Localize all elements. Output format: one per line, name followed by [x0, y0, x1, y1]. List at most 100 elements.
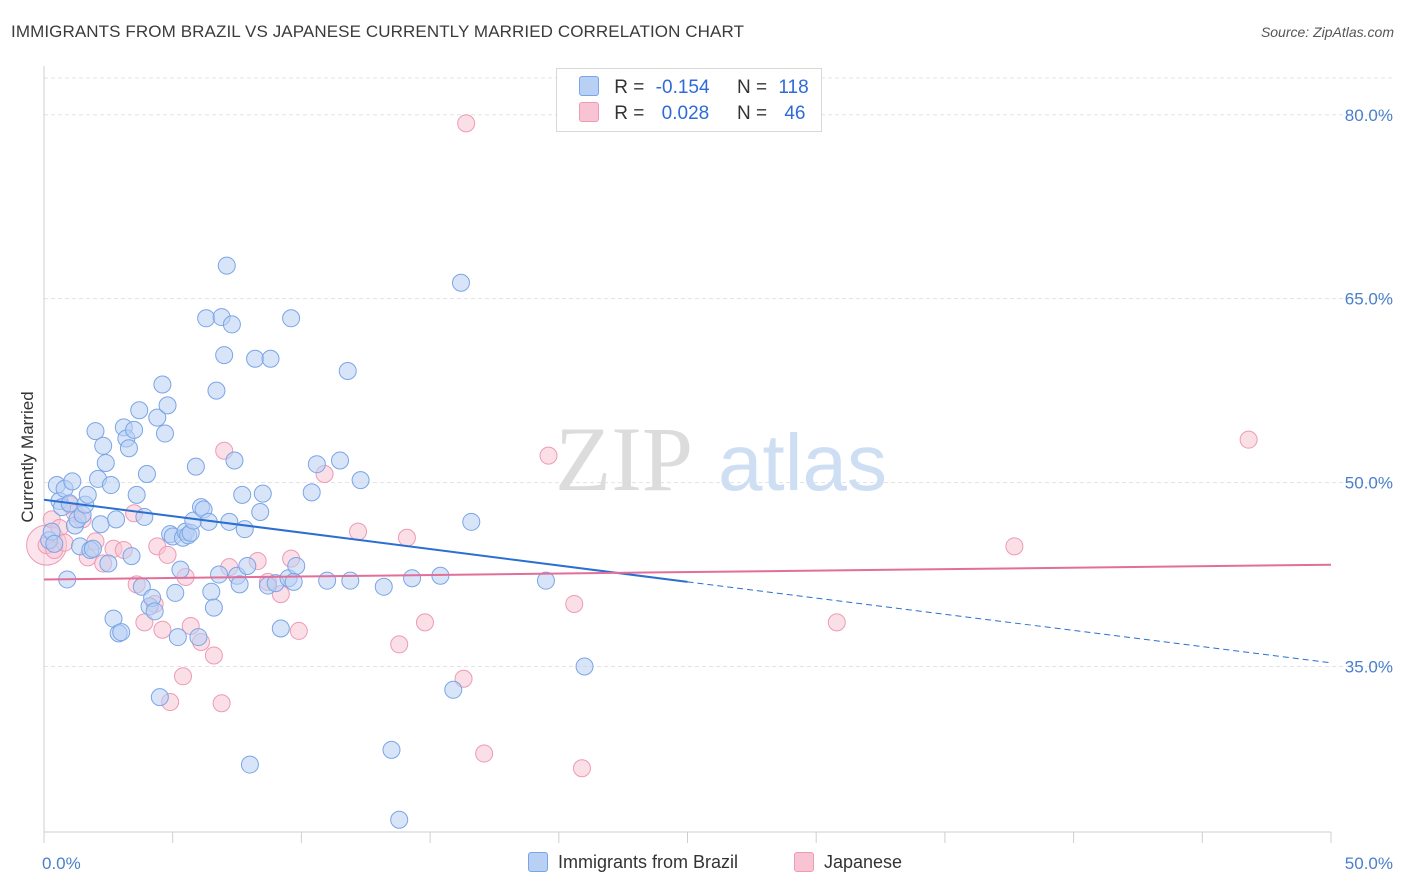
brazil-point	[63, 472, 82, 491]
chart-title: IMMIGRANTS FROM BRAZIL VS JAPANESE CURRE…	[11, 22, 745, 41]
brazil-point	[130, 401, 149, 420]
brazil-point	[238, 556, 257, 575]
brazil-point	[536, 571, 555, 590]
brazil-point	[575, 657, 594, 676]
y-tick-label: 50.0%	[1345, 474, 1393, 493]
brazil-point	[233, 485, 252, 504]
brazil-point	[282, 309, 301, 328]
japanese-point	[454, 669, 473, 688]
bottom-legend-swatch-japanese	[794, 852, 814, 872]
legend-n-value: 118	[778, 77, 809, 98]
japanese-point	[204, 646, 223, 665]
japanese-point	[397, 528, 416, 547]
brazil-point	[207, 381, 226, 400]
legend-r-value: 0.028	[661, 103, 710, 124]
bottom-legend-swatch-brazil	[528, 852, 548, 872]
brazil-point	[125, 420, 144, 439]
brazil-point	[261, 349, 280, 368]
japanese-point	[173, 667, 192, 686]
x-tick-label: 0.0%	[42, 854, 81, 873]
brazil-point	[107, 510, 126, 529]
brazil-point	[96, 453, 115, 472]
legend-n-label: N =	[736, 77, 768, 98]
brazil-point	[235, 520, 254, 539]
brazil-point	[318, 571, 337, 590]
japanese-point	[572, 759, 591, 778]
brazil-trend-line	[43, 498, 688, 583]
brazil-point	[382, 740, 401, 759]
legend-n-value: 46	[784, 103, 806, 124]
brazil-point	[99, 554, 118, 573]
japanese-point	[539, 446, 558, 465]
x-tick-label: 50.0%	[1345, 854, 1393, 873]
japanese-point	[135, 613, 154, 632]
legend-swatch-brazil	[579, 76, 599, 96]
brazil-point	[451, 273, 470, 292]
brazil-point	[215, 346, 234, 365]
japanese-point	[1239, 430, 1258, 449]
watermark-atlas: atlas	[718, 418, 887, 507]
brazil-point	[189, 628, 208, 647]
brazil-point	[145, 602, 164, 621]
trend-lines	[43, 498, 1332, 664]
brazil-point	[217, 256, 236, 275]
brazil-point	[186, 457, 205, 476]
y-axis-title: Currently Married	[18, 391, 37, 522]
brazil-point	[122, 547, 141, 566]
brazil-point	[94, 436, 113, 455]
brazil-point	[302, 483, 321, 502]
japanese-point	[415, 613, 434, 632]
brazil-point	[251, 503, 270, 522]
japanese-point	[390, 635, 409, 654]
brazil-point	[78, 485, 97, 504]
brazil-point	[155, 424, 174, 443]
brazil-point	[202, 582, 221, 601]
brazil-point	[390, 810, 409, 829]
legend-swatch-japanese	[579, 102, 599, 122]
brazil-point	[462, 512, 481, 531]
bottom-legend-japanese: Japanese	[794, 852, 902, 873]
brazil-point	[240, 755, 259, 774]
brazil-point	[86, 422, 105, 441]
tick-labels: 35.0% 50.0% 65.0% 80.0% 0.0% 50.0%	[42, 106, 1393, 873]
brazil-point	[168, 628, 187, 647]
brazil-point	[307, 455, 326, 474]
stats-legend: R = -0.154 N = 118 R = 0.028 N = 46	[556, 68, 822, 132]
brazil-point	[148, 408, 167, 427]
brazil-trend-extension	[687, 581, 1332, 664]
bottom-legend-label-brazil: Immigrants from Brazil	[558, 852, 739, 872]
brazil-point	[222, 315, 241, 334]
japanese-point	[212, 694, 231, 713]
brazil-point	[91, 515, 110, 534]
legend-n-label: N =	[736, 103, 768, 124]
watermark: ZIP atlas	[555, 408, 887, 510]
japanese-point	[475, 744, 494, 763]
brazil-point	[338, 362, 357, 381]
brazil-point	[374, 577, 393, 596]
brazil-point	[158, 396, 177, 415]
legend-row-japanese: R = 0.028 N = 46	[579, 102, 805, 126]
brazil-point	[271, 619, 290, 638]
brazil-point	[119, 439, 138, 458]
brazil-point	[166, 583, 185, 602]
y-tick-label: 80.0%	[1345, 106, 1393, 125]
legend-r-label: R =	[614, 103, 645, 124]
brazil-point	[101, 476, 120, 495]
brazil-point	[153, 375, 172, 394]
brazil-point	[284, 572, 303, 591]
brazil-point	[112, 623, 131, 642]
japanese-point	[349, 522, 368, 541]
japanese-point	[158, 545, 177, 564]
brazil-point	[246, 349, 265, 368]
watermark-zip: ZIP	[555, 408, 693, 510]
japanese-point	[457, 114, 476, 133]
y-tick-label: 35.0%	[1345, 657, 1393, 676]
brazil-point	[403, 569, 422, 588]
brazil-point	[210, 565, 229, 584]
brazil-point	[351, 471, 370, 490]
japanese-trend-line	[43, 563, 1332, 581]
legend-r-value: -0.154	[655, 77, 710, 98]
brazil-point	[45, 534, 64, 553]
y-tick-label: 65.0%	[1345, 290, 1393, 309]
